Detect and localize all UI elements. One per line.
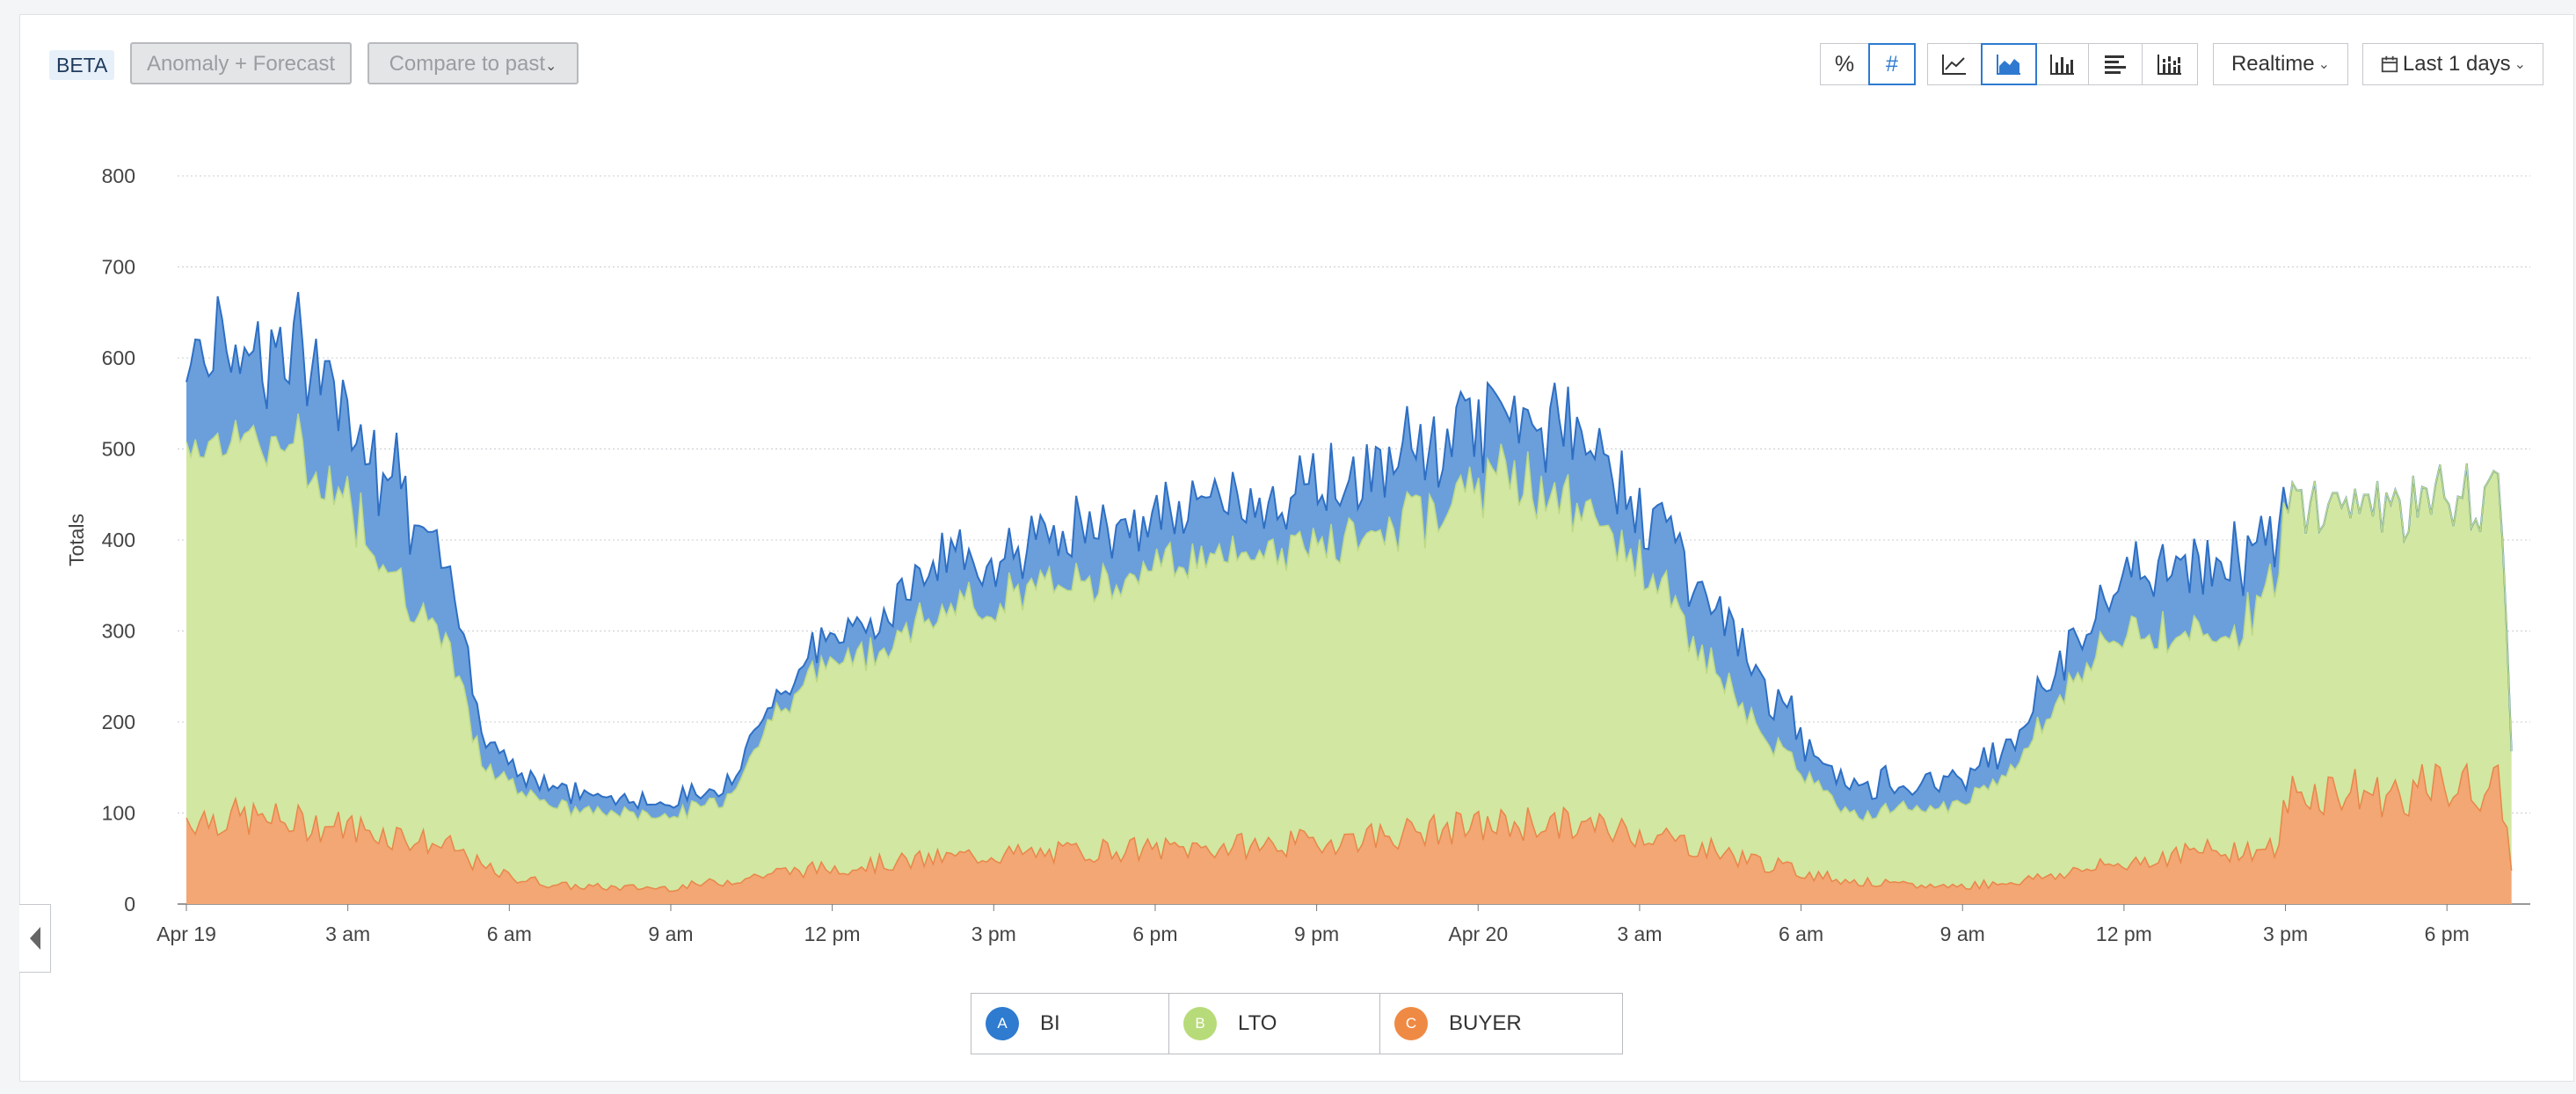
- line-chart-button[interactable]: [1927, 43, 1982, 85]
- x-tick-label: 12 pm: [804, 923, 861, 945]
- caret-left-icon: [29, 927, 40, 950]
- stacked-bar-icon: [2158, 55, 2181, 75]
- realtime-dropdown[interactable]: Realtime ⌄: [2213, 43, 2348, 85]
- y-tick-label: 500: [102, 438, 135, 461]
- chart-legend: A BI B LTO C BUYER: [971, 993, 1623, 1054]
- x-tick-label: 3 pm: [2263, 923, 2308, 945]
- y-tick-label: 200: [102, 711, 135, 733]
- legend-label-lto: LTO: [1238, 1011, 1277, 1035]
- legend-item-buyer[interactable]: C BUYER: [1380, 994, 1622, 1054]
- area-chart-button[interactable]: [1981, 43, 2037, 85]
- y-tick-label: 400: [102, 529, 135, 551]
- y-tick-label: 100: [102, 802, 135, 825]
- horizontal-bar-icon: [2105, 55, 2126, 74]
- chevron-down-icon: ⌄: [2514, 57, 2527, 72]
- x-tick-label: 12 pm: [2096, 923, 2152, 945]
- x-tick-label: 3 pm: [971, 923, 1016, 945]
- legend-label-buyer: BUYER: [1449, 1011, 1522, 1035]
- x-tick-label: 6 pm: [2425, 923, 2470, 945]
- number-toggle[interactable]: #: [1868, 43, 1916, 85]
- y-axis-label: Totals: [65, 514, 88, 566]
- chevron-down-icon: ⌄: [545, 59, 557, 74]
- x-tick-label: 9 pm: [1294, 923, 1339, 945]
- x-tick-label: 6 am: [487, 923, 532, 945]
- legend-item-lto[interactable]: B LTO: [1169, 994, 1380, 1054]
- collapse-panel-button[interactable]: [19, 904, 51, 973]
- y-tick-label: 300: [102, 620, 135, 643]
- x-tick-label: 3 am: [1617, 923, 1662, 945]
- axes: 0 100 200 300 400 500 600 700 800 Totals Apr 19 3 a…: [65, 164, 2470, 945]
- series-areas: [186, 291, 2513, 904]
- date-range-dropdown[interactable]: Last 1 days ⌄: [2362, 43, 2543, 85]
- x-tick-label: 9 am: [1940, 923, 1985, 945]
- anomaly-forecast-button[interactable]: Anomaly + Forecast: [130, 42, 352, 84]
- y-tick-label: 0: [124, 893, 135, 915]
- beta-badge: BETA: [49, 50, 115, 80]
- realtime-label: Realtime: [2230, 52, 2315, 76]
- y-tick-label: 800: [102, 164, 135, 187]
- legend-item-bi[interactable]: A BI: [971, 994, 1169, 1054]
- compare-to-past-button[interactable]: Compare to past⌄: [367, 42, 579, 84]
- calendar-icon: [2381, 55, 2398, 73]
- series-area-lto: [186, 413, 2512, 892]
- x-tick-label: 6 am: [1779, 923, 1823, 945]
- legend-label-bi: BI: [1040, 1011, 1060, 1035]
- x-tick-label: 3 am: [325, 923, 370, 945]
- x-tick-label: 9 am: [648, 923, 693, 945]
- series-line-lto: [186, 413, 2513, 822]
- area-chart-icon: [1997, 55, 2020, 75]
- x-tick-label: Apr 19: [156, 923, 216, 945]
- date-range-label: Last 1 days: [2402, 52, 2511, 76]
- series-line-buyer: [186, 762, 2513, 893]
- stacked-bar-button[interactable]: [2142, 43, 2198, 85]
- x-tick-label: Apr 20: [1448, 923, 1508, 945]
- legend-badge-a: A: [986, 1007, 1019, 1040]
- legend-badge-c: C: [1394, 1007, 1428, 1040]
- line-chart-icon: [1942, 55, 1966, 75]
- series-line-bi: [186, 291, 2513, 811]
- bar-chart-icon: [2050, 55, 2074, 75]
- legend-badge-b: B: [1183, 1007, 1217, 1040]
- chevron-down-icon: ⌄: [2318, 57, 2331, 72]
- bar-chart-button[interactable]: [2036, 43, 2089, 85]
- horizontal-bar-button[interactable]: [2088, 43, 2143, 85]
- compare-to-past-label: Compare to past: [389, 52, 545, 76]
- y-tick-label: 700: [102, 256, 135, 279]
- y-tick-label: 600: [102, 346, 135, 369]
- x-tick-label: 6 pm: [1132, 923, 1177, 945]
